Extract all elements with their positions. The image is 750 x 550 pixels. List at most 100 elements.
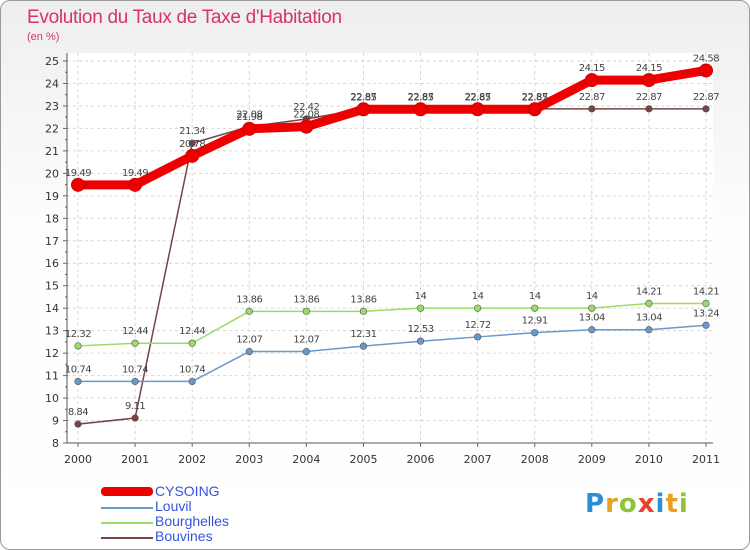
data-point-bouvines bbox=[588, 105, 596, 113]
y-tick-label: 18 bbox=[45, 212, 59, 225]
data-label-bouvines: 22.87 bbox=[350, 92, 376, 103]
legend-label-bouvines: Bouvines bbox=[155, 528, 213, 544]
data-point-bourghelles bbox=[188, 339, 196, 347]
data-label-louvil: 12.07 bbox=[293, 335, 319, 346]
data-point-cysoing bbox=[699, 63, 713, 78]
legend-swatch-louvil bbox=[101, 507, 153, 509]
data-label-bouvines: 21.34 bbox=[179, 126, 205, 137]
data-point-louvil bbox=[531, 329, 539, 337]
data-label-bouvines: 22.87 bbox=[522, 92, 548, 103]
data-point-louvil bbox=[302, 347, 310, 356]
data-label-louvil: 10.74 bbox=[65, 364, 91, 375]
logo-letter: x bbox=[637, 489, 656, 519]
plot-area bbox=[67, 53, 713, 443]
data-point-cysoing bbox=[584, 73, 599, 88]
data-point-cysoing bbox=[242, 121, 257, 136]
data-point-cysoing bbox=[413, 102, 428, 117]
data-label-louvil: 13.24 bbox=[693, 308, 719, 319]
data-point-bourghelles bbox=[474, 304, 482, 312]
data-label-bourghelles: 12.32 bbox=[65, 329, 91, 340]
data-label-bourghelles: 12.44 bbox=[179, 326, 205, 337]
y-tick-label: 21 bbox=[45, 145, 59, 158]
x-tick-label: 2001 bbox=[121, 453, 149, 466]
y-tick-label: 12 bbox=[45, 347, 59, 360]
data-point-bourghelles bbox=[302, 307, 310, 315]
data-point-bouvines bbox=[74, 420, 82, 428]
y-tick-label: 15 bbox=[45, 280, 59, 293]
y-tick-label: 16 bbox=[45, 257, 59, 270]
data-point-louvil bbox=[245, 347, 253, 356]
x-tick-label: 2005 bbox=[349, 453, 377, 466]
data-label-cysoing: 24.15 bbox=[636, 63, 662, 74]
data-label-bouvines: 22.87 bbox=[465, 92, 491, 103]
data-point-bouvines bbox=[188, 139, 196, 147]
data-point-louvil bbox=[645, 326, 653, 334]
y-tick-label: 11 bbox=[45, 370, 59, 383]
data-label-cysoing: 20.78 bbox=[179, 139, 205, 150]
data-point-bourghelles bbox=[588, 304, 596, 312]
y-tick-label: 14 bbox=[45, 302, 59, 315]
y-tick-label: 19 bbox=[45, 190, 59, 203]
data-label-cysoing: 22.08 bbox=[293, 110, 319, 121]
chart-subtitle: (en %) bbox=[27, 31, 60, 43]
data-label-bourghelles: 13.86 bbox=[236, 294, 262, 305]
data-point-louvil bbox=[702, 321, 710, 329]
data-label-bourghelles: 14 bbox=[472, 291, 484, 302]
data-point-bourghelles bbox=[531, 304, 539, 312]
logo-letter: i bbox=[678, 489, 689, 519]
data-label-cysoing: 19.49 bbox=[65, 168, 91, 179]
data-point-louvil bbox=[474, 333, 482, 341]
data-label-bouvines: 22.87 bbox=[636, 92, 662, 103]
data-point-louvil bbox=[359, 342, 368, 350]
series-line-bourghelles bbox=[77, 302, 707, 347]
y-tick-label: 10 bbox=[45, 392, 59, 405]
data-label-bourghelles: 14 bbox=[586, 291, 598, 302]
data-label-louvil: 10.74 bbox=[179, 364, 205, 375]
logo-letter: r bbox=[605, 489, 619, 519]
x-tick-label: 2008 bbox=[521, 453, 549, 466]
series-line-cysoing bbox=[73, 65, 711, 190]
data-point-bouvines bbox=[702, 105, 710, 113]
data-label-louvil: 12.53 bbox=[407, 324, 433, 335]
data-point-bourghelles bbox=[645, 299, 653, 308]
y-tick-label: 13 bbox=[45, 325, 59, 338]
data-point-cysoing bbox=[527, 102, 542, 117]
logo-letter: P bbox=[585, 489, 606, 519]
data-point-cysoing bbox=[128, 177, 143, 192]
data-point-bourghelles bbox=[245, 307, 253, 315]
data-label-bourghelles: 13.86 bbox=[293, 294, 319, 305]
data-point-cysoing bbox=[470, 102, 485, 117]
x-tick-label: 2002 bbox=[178, 453, 206, 466]
data-point-bouvines bbox=[131, 414, 139, 422]
data-label-bourghelles: 14.21 bbox=[636, 286, 662, 297]
y-tick-label: 9 bbox=[52, 415, 59, 428]
logo-letter: i bbox=[655, 489, 666, 519]
logo-letter: o bbox=[618, 489, 638, 519]
data-label-bourghelles: 12.44 bbox=[122, 326, 148, 337]
legend-label-louvil: Louvil bbox=[155, 498, 192, 514]
data-label-bouvines: 22.87 bbox=[579, 92, 605, 103]
data-point-louvil bbox=[74, 377, 82, 386]
data-label-cysoing: 22.85 bbox=[350, 92, 376, 103]
x-tick-label: 2011 bbox=[692, 453, 720, 466]
data-label-louvil: 10.74 bbox=[122, 364, 148, 375]
data-label-louvil: 12.31 bbox=[350, 329, 376, 340]
legend-swatch-bourghelles bbox=[101, 522, 153, 524]
x-tick-label: 2000 bbox=[64, 453, 92, 466]
data-label-bouvines: 8.84 bbox=[68, 407, 88, 418]
x-tick-label: 2009 bbox=[578, 453, 606, 466]
x-tick-label: 2007 bbox=[464, 453, 492, 466]
data-point-bourghelles bbox=[416, 304, 425, 312]
x-tick-label: 2010 bbox=[635, 453, 663, 466]
data-label-louvil: 12.72 bbox=[465, 320, 491, 331]
data-label-cysoing: 22.85 bbox=[522, 92, 548, 103]
data-label-bouvines: 9.11 bbox=[125, 401, 145, 412]
y-tick-label: 22 bbox=[45, 122, 59, 135]
data-label-bourghelles: 14 bbox=[415, 291, 427, 302]
data-point-cysoing bbox=[299, 119, 314, 134]
data-label-louvil: 12.91 bbox=[522, 316, 548, 327]
x-tick-label: 2003 bbox=[235, 453, 263, 466]
logo-letter: t bbox=[665, 489, 679, 519]
